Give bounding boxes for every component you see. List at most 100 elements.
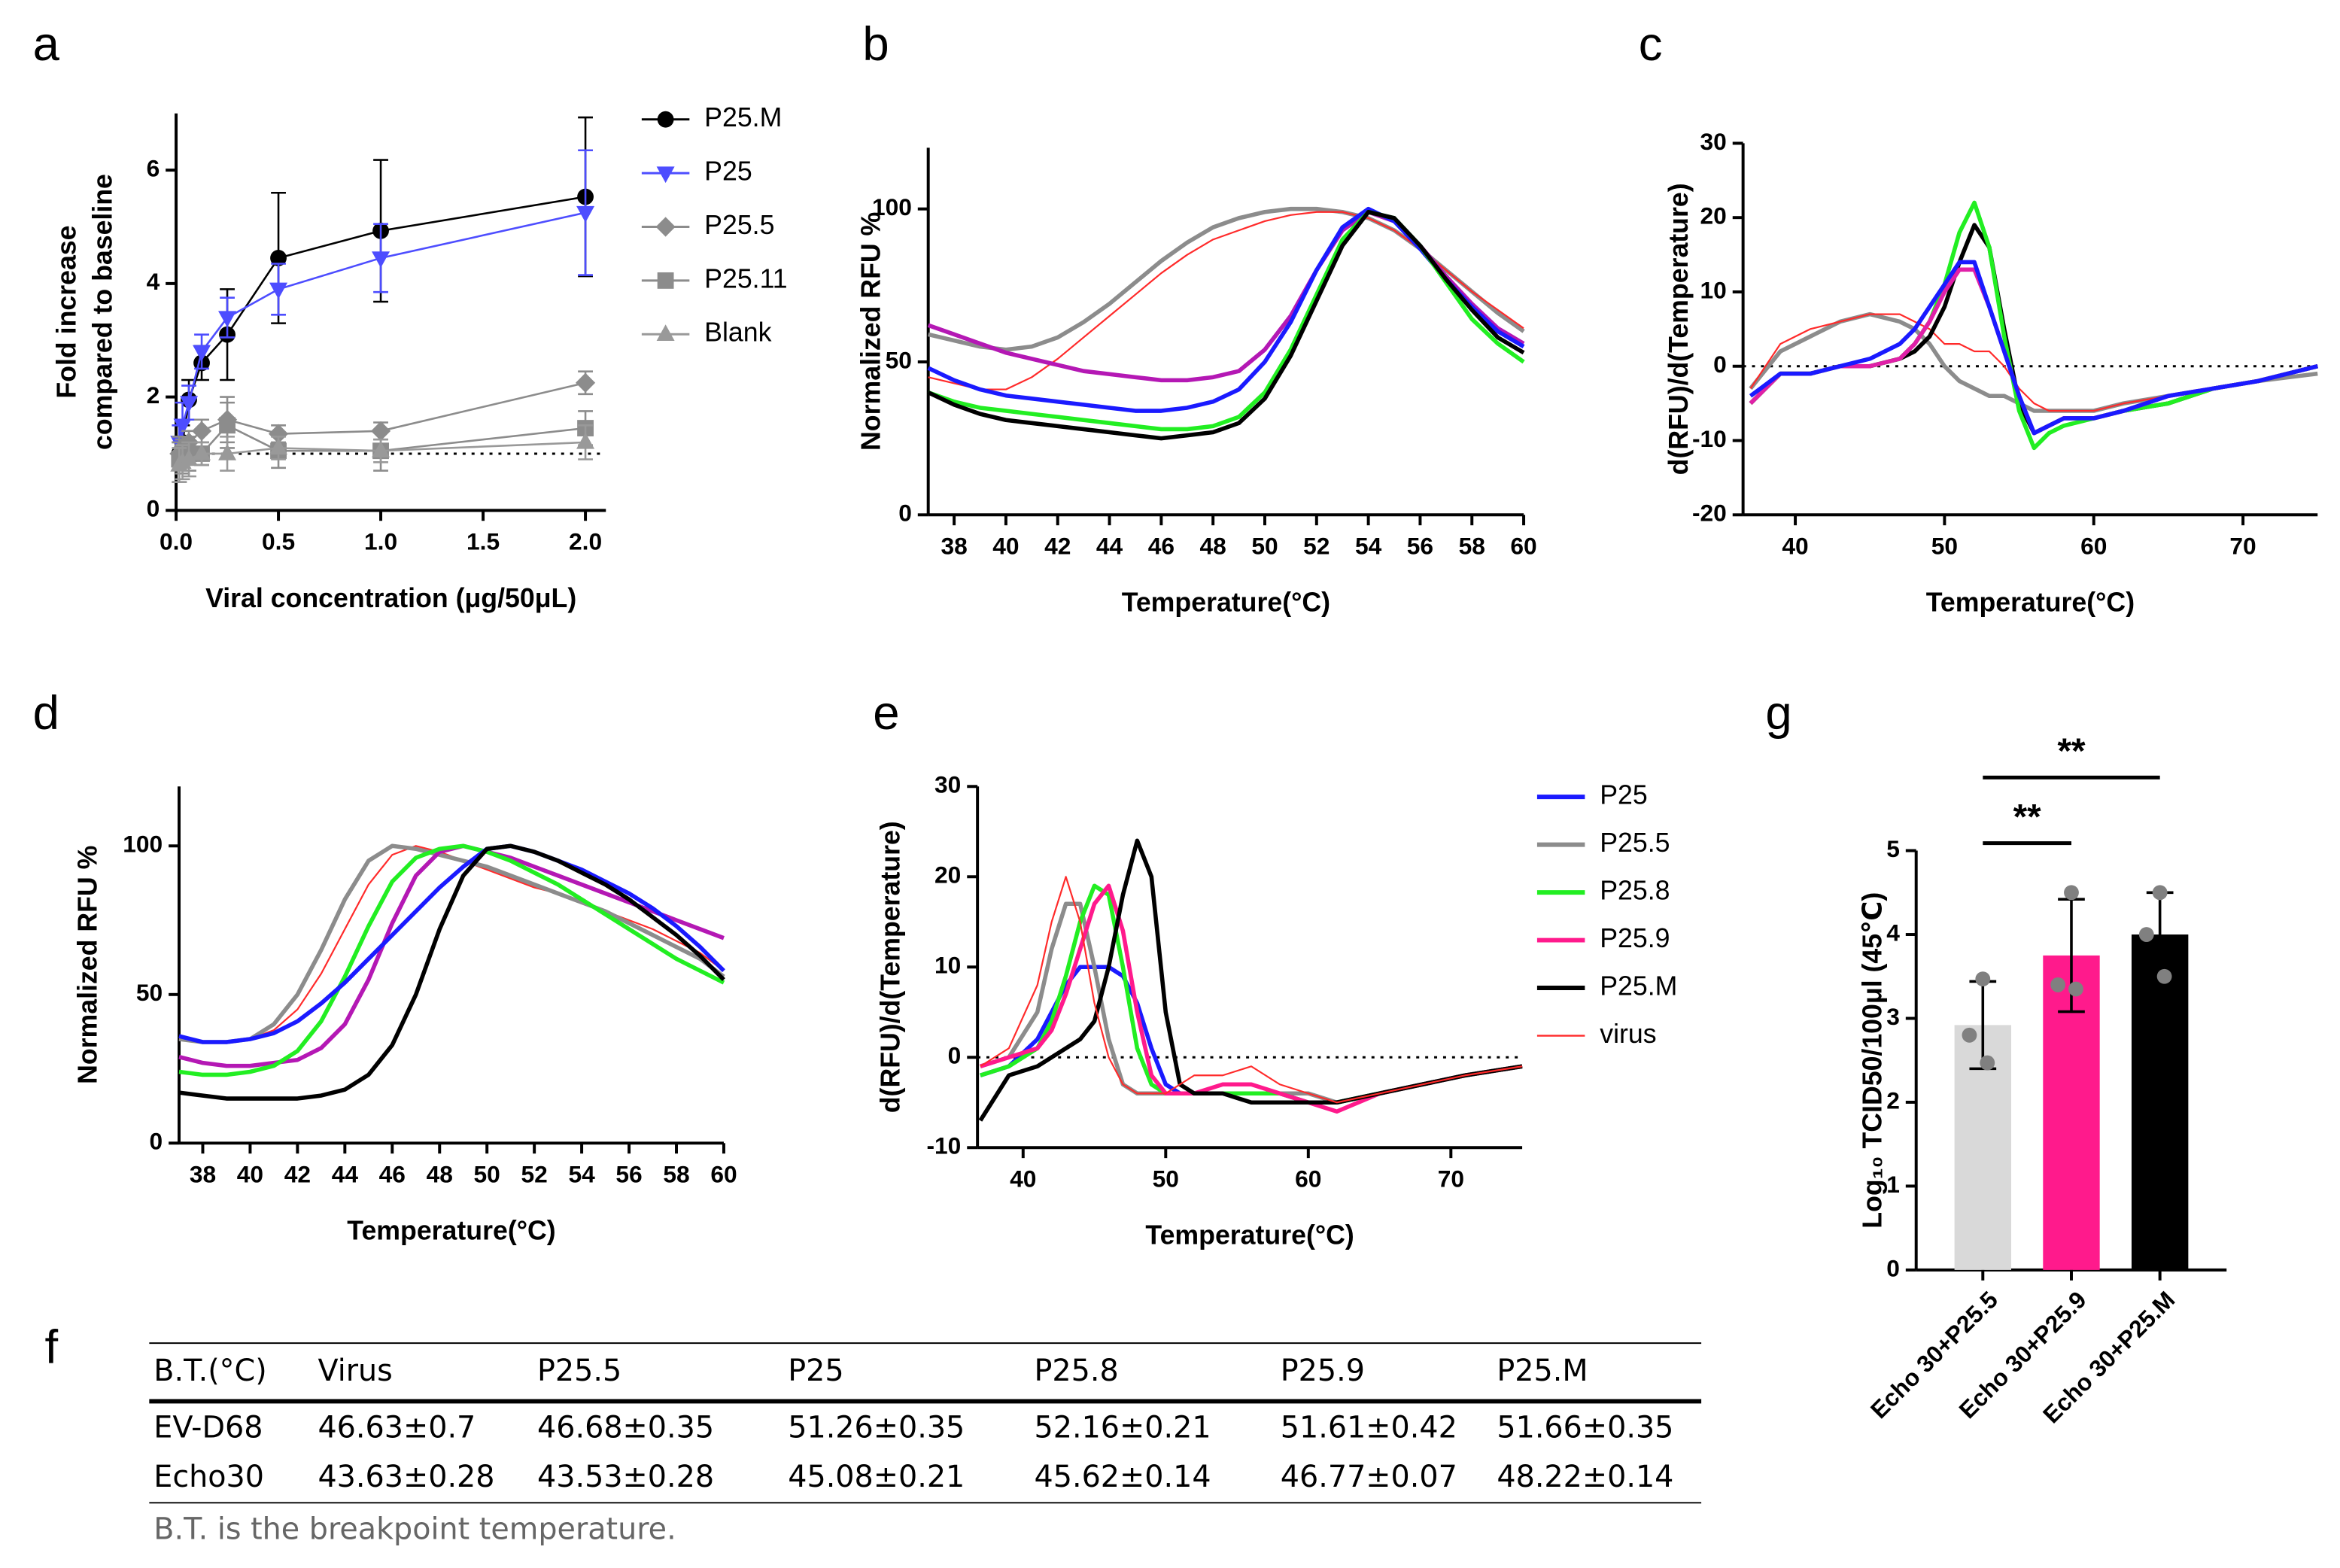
series-line	[178, 211, 586, 443]
y-tick-label: 20	[934, 861, 961, 889]
panel-label: b	[862, 18, 889, 71]
y-tick-label: 0	[1713, 351, 1727, 378]
legend-label: P25.M	[704, 102, 782, 132]
y-tick-label: -20	[1692, 500, 1727, 527]
x-tick-label: 1.0	[364, 527, 397, 555]
legend-label: P25.M	[1600, 971, 1677, 1001]
series-line	[1749, 311, 2318, 413]
table-header: P25.5	[537, 1354, 621, 1388]
legend-label: P25.8	[1600, 876, 1670, 906]
legend-label: P25.5	[1600, 828, 1670, 858]
marker	[372, 251, 391, 269]
legend-label: P25	[704, 156, 752, 187]
panel-label: d	[33, 687, 59, 740]
series-line	[1749, 260, 2318, 436]
y-tick-label: 4	[147, 268, 160, 295]
legend-label: P25	[1600, 780, 1647, 810]
table-cell: 48.22±0.14	[1497, 1460, 1673, 1494]
data-point	[2050, 977, 2066, 992]
x-tick-label: 1.5	[466, 527, 500, 555]
marker	[656, 166, 675, 184]
data-point	[1975, 971, 1991, 987]
series-line	[1749, 223, 2318, 436]
x-tick-label: 70	[1438, 1165, 1464, 1192]
x-tick-label: 40	[237, 1160, 263, 1187]
legend-label: P25.11	[704, 263, 787, 293]
y-tick-label: 50	[886, 346, 912, 373]
table-cell: EV-D68	[153, 1411, 263, 1445]
series-line	[178, 843, 725, 1044]
table-cell: Echo30	[153, 1460, 264, 1494]
table-header: B.T.(°C)	[153, 1354, 266, 1388]
series-line	[178, 843, 725, 1077]
series-line	[1749, 313, 2318, 412]
series-line	[927, 209, 1525, 383]
y-axis-title: Log₁₀ TCID50/100μl (45℃)	[1858, 892, 1888, 1229]
marker	[269, 282, 288, 299]
y-tick-label: 30	[934, 771, 961, 798]
y-tick-label: 30	[1700, 128, 1727, 155]
table-header: Virus	[318, 1354, 392, 1388]
marker	[269, 438, 288, 455]
y-axis-title: Fold increase	[52, 226, 82, 399]
x-tick-label: 0.5	[262, 527, 295, 555]
table-cell: 43.63±0.28	[318, 1460, 494, 1494]
y-tick-label: 100	[123, 831, 163, 858]
marker	[218, 311, 237, 328]
table-cell: 51.66±0.35	[1497, 1411, 1673, 1445]
series-line	[928, 211, 1524, 390]
bar	[2131, 934, 2189, 1270]
table-cell: 51.26±0.35	[788, 1411, 965, 1445]
x-tick-label: 56	[1407, 532, 1433, 559]
legend-label: P25.5	[704, 210, 774, 240]
marker	[193, 345, 211, 362]
marker	[576, 205, 595, 223]
y-tick-label: 1	[1886, 1171, 1900, 1198]
data-point	[2068, 981, 2083, 997]
series-line	[178, 843, 725, 1044]
marker	[218, 443, 237, 460]
x-tick-label: 48	[1200, 532, 1226, 559]
legend-label: virus	[1600, 1019, 1656, 1049]
x-axis-title: Temperature(°C)	[1926, 588, 2135, 618]
marker	[576, 432, 595, 449]
marker	[193, 443, 211, 460]
y-axis-title: d(RFU)/d(Temperature)	[876, 821, 906, 1113]
x-tick-label: 60	[1295, 1165, 1321, 1192]
legend-label: Blank	[704, 318, 771, 348]
panel-label: e	[873, 687, 899, 740]
x-tick-label: 40	[1782, 532, 1808, 559]
x-tick-label: 50	[1931, 532, 1958, 559]
x-tick-label: 50	[1251, 532, 1278, 559]
x-tick-label: 48	[427, 1160, 453, 1187]
table-header: P25.M	[1497, 1354, 1588, 1388]
x-tick-label: 60	[710, 1160, 737, 1187]
x-axis-title: Temperature(°C)	[347, 1216, 555, 1246]
x-tick-label: 38	[190, 1160, 216, 1187]
y-tick-label: 20	[1700, 202, 1727, 229]
table-cell: 45.62±0.14	[1035, 1460, 1211, 1494]
data-point	[1980, 1055, 1995, 1071]
series-line	[927, 209, 1525, 441]
table-cell: 45.08±0.21	[788, 1460, 965, 1494]
legend-label: P25.9	[1600, 923, 1670, 953]
x-tick-label: 50	[474, 1160, 500, 1187]
series-line	[927, 206, 1525, 413]
x-tick-label: 2.0	[569, 527, 602, 555]
y-axis-title: Normalized RFU %	[856, 212, 886, 451]
marker	[657, 111, 674, 128]
data-point	[2064, 885, 2079, 901]
y-tick-label: 5	[1886, 835, 1900, 862]
table-header: P25.8	[1035, 1354, 1119, 1388]
x-tick-label: 42	[1044, 532, 1071, 559]
data-point	[2156, 968, 2172, 984]
table-cell: 46.68±0.35	[537, 1411, 714, 1445]
x-tick-label: 38	[941, 532, 967, 559]
x-tick-label: 60	[1510, 532, 1536, 559]
y-tick-label: 2	[147, 381, 160, 409]
x-tick-label: 46	[379, 1160, 406, 1187]
x-tick-label: 52	[521, 1160, 548, 1187]
x-axis-title: Temperature(°C)	[1145, 1220, 1354, 1250]
y-tick-label: 10	[1700, 276, 1727, 303]
